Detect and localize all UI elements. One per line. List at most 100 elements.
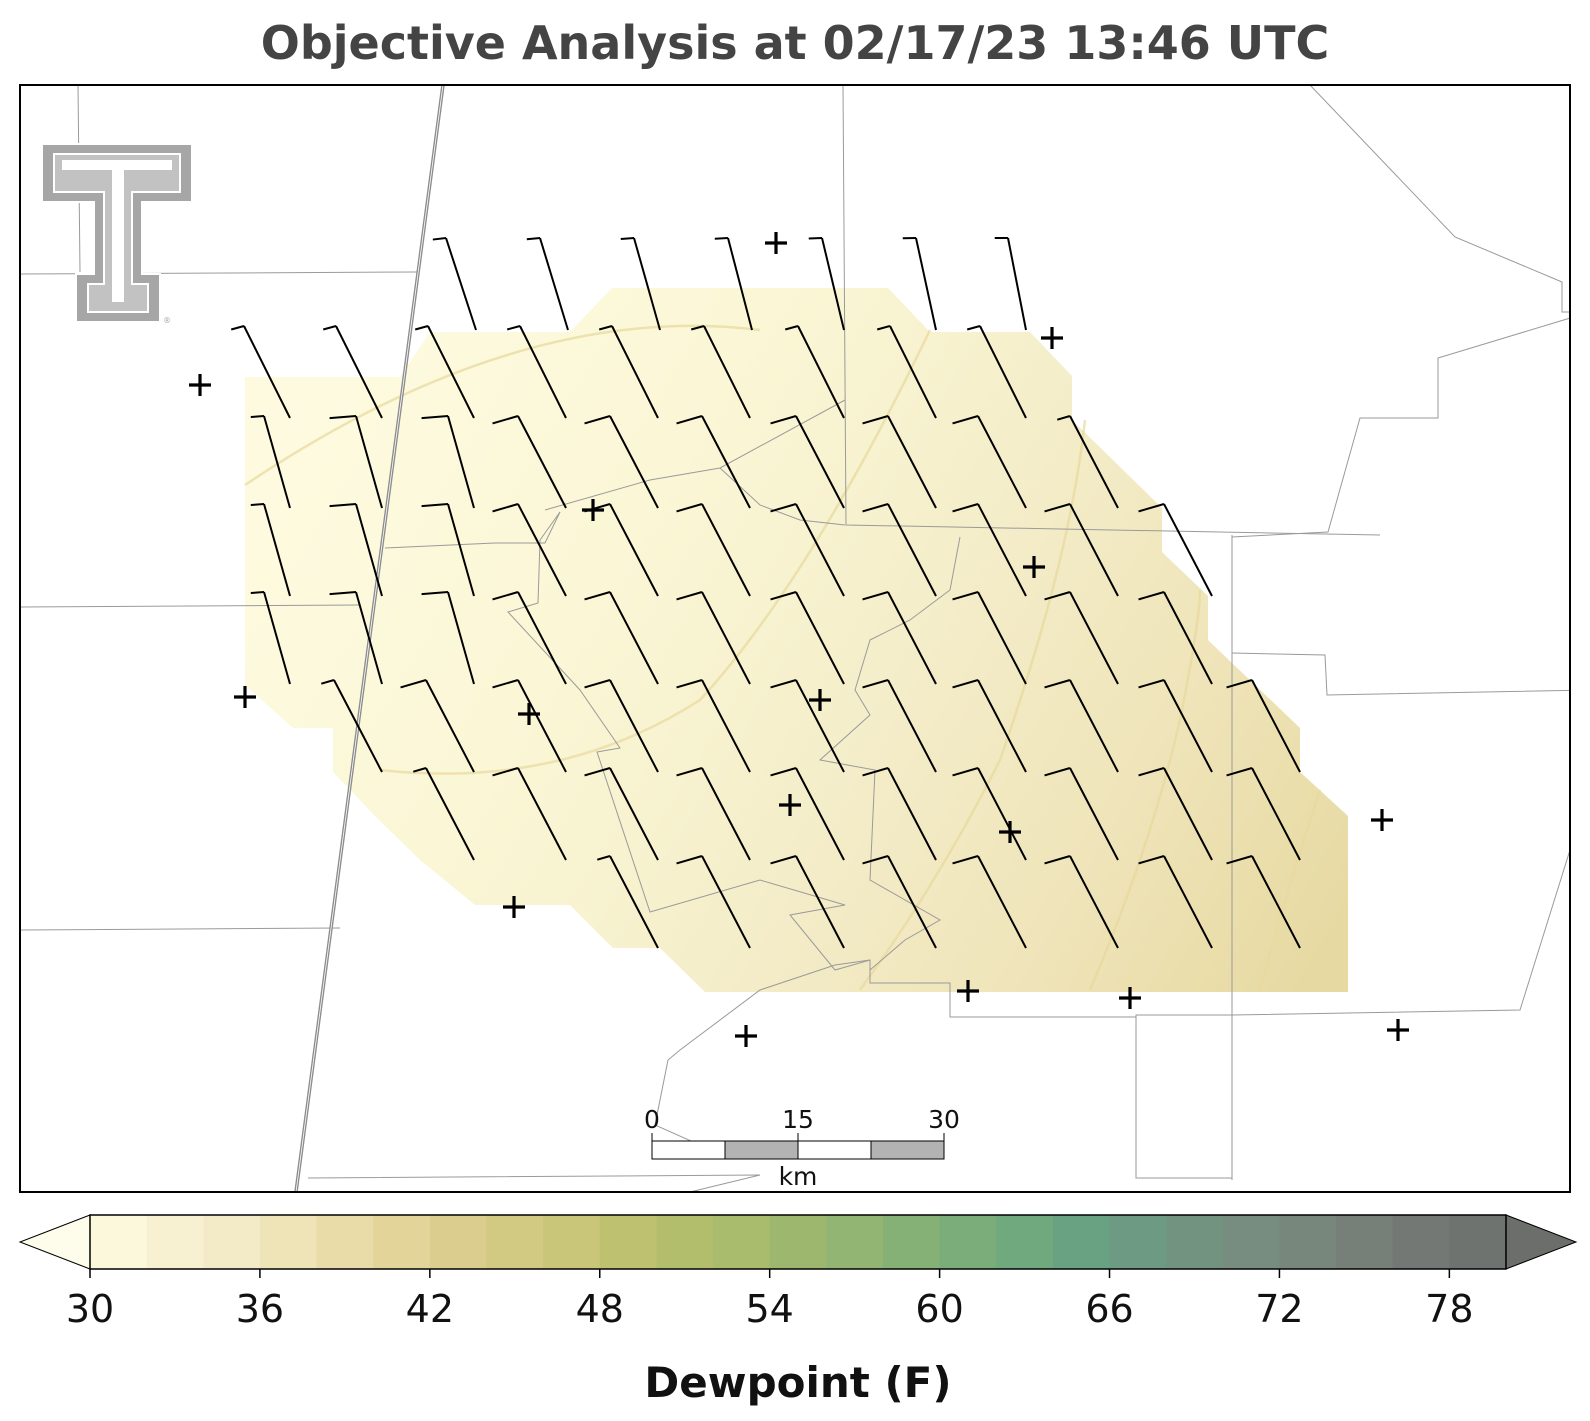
wind-barb [966,325,1027,419]
wind-barb [1138,855,1213,949]
wind-barb [1226,855,1301,949]
colorbar-tick-label: 30 [66,1287,114,1331]
wind-barb [1044,767,1119,861]
wind-barb [1044,679,1119,773]
wind-barb [952,855,1027,949]
map-panel: ® 0 15 30 km [20,85,1570,1192]
colorbar-cell [316,1215,374,1269]
wind-barb [952,591,1027,685]
wind-barb [770,855,845,949]
wind-barb [862,855,937,949]
colorbar-cell [429,1215,488,1269]
colorbar-cell [486,1215,544,1269]
colorbar: 30 36 42 48 54 60 66 72 78 Dewpoint (F) [18,1214,1578,1407]
colorbar-cell [882,1215,941,1269]
figure-title: Objective Analysis at 02/17/23 13:46 UTC [261,16,1330,70]
wind-barb [322,325,383,419]
wind-barb [1138,679,1213,773]
station-markers [189,232,1409,1047]
colorbar-cell [146,1215,204,1269]
wind-barb [862,415,937,509]
colorbar-tick-label: 36 [236,1287,284,1331]
wind-barb [492,503,567,597]
colorbar-label: Dewpoint (F) [644,1358,951,1407]
wind-barb [1044,855,1119,949]
colorbar-cell [826,1215,884,1269]
wind-barb [676,415,751,509]
wind-barb [492,679,567,773]
wind-barb [1044,591,1119,685]
wind-barb [770,767,845,861]
colorbar-cell [1449,1215,1507,1269]
wind-barb [876,325,937,419]
wind-barb [784,325,845,419]
wind-barb [1056,415,1119,509]
colorbar-frame [89,1214,1507,1270]
station-marker [518,703,540,725]
wind-barb [412,767,475,861]
station-marker [234,686,256,708]
wind-barb [862,503,937,597]
wind-barb [250,415,291,509]
wind-barb [862,591,937,685]
wind-barb [250,503,291,597]
wind-barb [1138,503,1213,597]
colorbar-cell [1166,1215,1224,1269]
wind-barb [770,415,845,509]
station-marker [779,794,801,816]
wind-barb [584,591,659,685]
colorbar-tick-label: 72 [1255,1287,1303,1331]
colorbar-cell [543,1215,601,1269]
wind-barb [421,415,475,509]
wind-barb [598,325,659,419]
wind-barb [584,679,659,773]
wind-barb [620,237,661,331]
wind-barb [1138,767,1213,861]
colorbar-cell [769,1215,827,1269]
wind-barb [676,591,751,685]
wind-barb [952,767,1027,861]
wind-barb [329,415,383,509]
colorbar-cell [203,1215,261,1269]
wind-barb [690,325,751,419]
colorbar-cell [996,1215,1054,1269]
station-marker [1371,809,1393,831]
wind-barb [676,679,751,773]
colorbar-cell [599,1215,657,1269]
wind-barb [584,415,659,509]
colorbar-cell [1279,1215,1337,1269]
colorbar-cell [90,1215,148,1269]
wind-barb [526,237,569,331]
wind-barb [230,325,291,419]
wind-barbs [230,236,1301,949]
colorbar-cell [1336,1215,1394,1269]
wind-barb [1138,591,1213,685]
colorbar-tick-label: 42 [406,1287,454,1331]
colorbar-ticks: 30 36 42 48 54 60 66 72 78 [66,1269,1474,1331]
colorbar-cell [656,1215,714,1269]
station-marker [582,499,604,521]
wind-barb [952,679,1027,773]
colorbar-extend-high [1505,1214,1578,1270]
texas-tech-logo [41,143,193,323]
station-marker [765,232,787,254]
scale-bar: 0 15 30 km [644,1105,960,1191]
wind-barb [770,503,845,597]
colorbar-cell [713,1215,771,1269]
wind-barb [1226,767,1301,861]
colorbar-cell [1222,1215,1281,1269]
scale-label-15: 15 [782,1105,814,1134]
colorbar-tick-label: 66 [1085,1287,1133,1331]
colorbar-tick-label: 78 [1425,1287,1473,1331]
wind-barb [492,415,567,509]
station-marker [1387,1019,1409,1041]
dewpoint-contours [244,324,1322,991]
wind-barb [400,679,475,773]
wind-barb [952,415,1027,509]
colorbar-tick-label: 48 [576,1287,624,1331]
wind-barb [492,591,567,685]
station-marker [503,896,525,918]
wind-barb [506,325,567,419]
station-marker [957,980,979,1002]
